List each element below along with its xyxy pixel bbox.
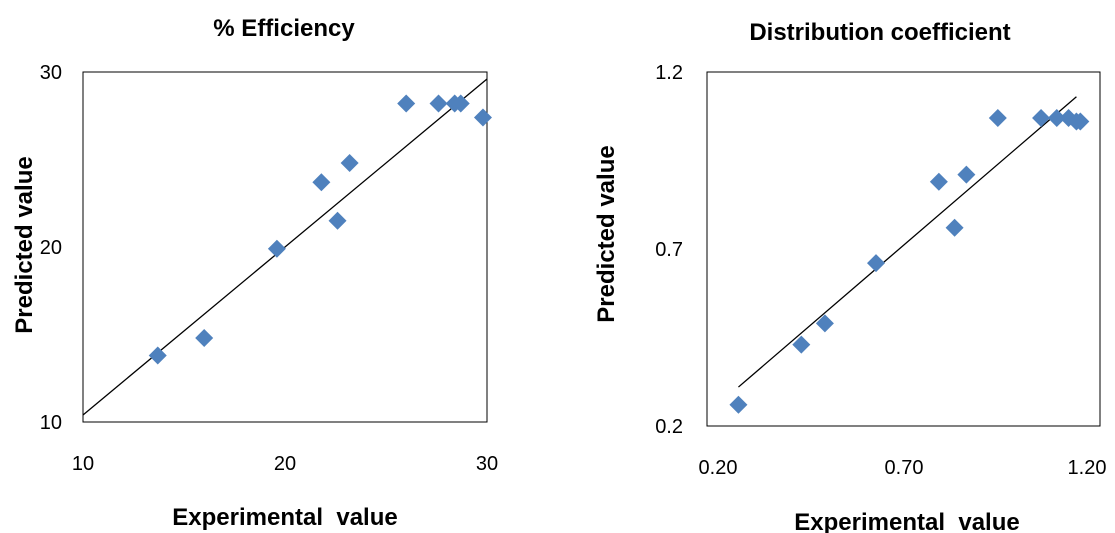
y-axis-label: Predicted value [11, 156, 38, 333]
chart-title: % Efficiency [213, 15, 355, 42]
data-points [148, 94, 492, 365]
y-tick-label: 1.2 [655, 62, 683, 84]
data-point [397, 94, 416, 113]
data-points [729, 109, 1090, 414]
y-tick-label: 30 [40, 62, 62, 84]
x-tick-labels: 10 20 30 [72, 453, 498, 475]
x-tick-label: 0.20 [699, 457, 738, 479]
data-point [1047, 109, 1066, 128]
x-tick-label: 1.20 [1068, 457, 1107, 479]
plot-area [706, 71, 1101, 427]
data-point [340, 154, 359, 172]
y-tick-label: 0.2 [655, 416, 683, 438]
data-point [429, 94, 448, 113]
distribution-coefficient-chart: Distribution coefficient 0.2 0.7 1.2 0.2… [593, 19, 1106, 533]
x-axis-label: Experimental value [172, 504, 397, 531]
data-point [312, 173, 331, 192]
x-axis-label: Experimental value [794, 509, 1019, 533]
data-point [957, 165, 976, 184]
data-point [328, 211, 347, 230]
x-tick-label: 0.70 [885, 457, 924, 479]
chart-title: Distribution coefficient [749, 19, 1010, 46]
data-point [866, 254, 885, 273]
efficiency-chart: % Efficiency 10 20 30 10 20 30 Experimen… [11, 15, 498, 531]
x-tick-label: 10 [72, 453, 94, 475]
x-tick-label: 20 [274, 453, 296, 475]
y-tick-label: 20 [40, 237, 62, 259]
y-tick-labels: 10 20 30 [40, 62, 62, 434]
trendline-layer [82, 78, 488, 416]
data-point [729, 395, 748, 414]
data-point [815, 314, 834, 333]
data-point [945, 218, 964, 237]
x-tick-labels: 0.20 0.70 1.20 [699, 457, 1107, 479]
y-tick-labels: 0.2 0.7 1.2 [655, 62, 683, 438]
trendline [738, 96, 1077, 388]
y-axis-label: Predicted value [593, 145, 620, 322]
data-point [929, 172, 948, 191]
data-point [148, 346, 167, 365]
y-tick-label: 0.7 [655, 239, 683, 261]
y-tick-label: 10 [40, 412, 62, 434]
data-point [1032, 109, 1051, 128]
data-point [267, 239, 286, 258]
plot-area [82, 71, 488, 423]
data-point [1071, 112, 1090, 131]
data-point [988, 109, 1007, 128]
data-point [792, 335, 811, 354]
data-point [451, 94, 470, 113]
data-point [473, 108, 492, 127]
trendline-layer [738, 96, 1077, 388]
x-tick-label: 30 [476, 453, 498, 475]
trendline [82, 78, 488, 416]
data-point [195, 329, 214, 347]
